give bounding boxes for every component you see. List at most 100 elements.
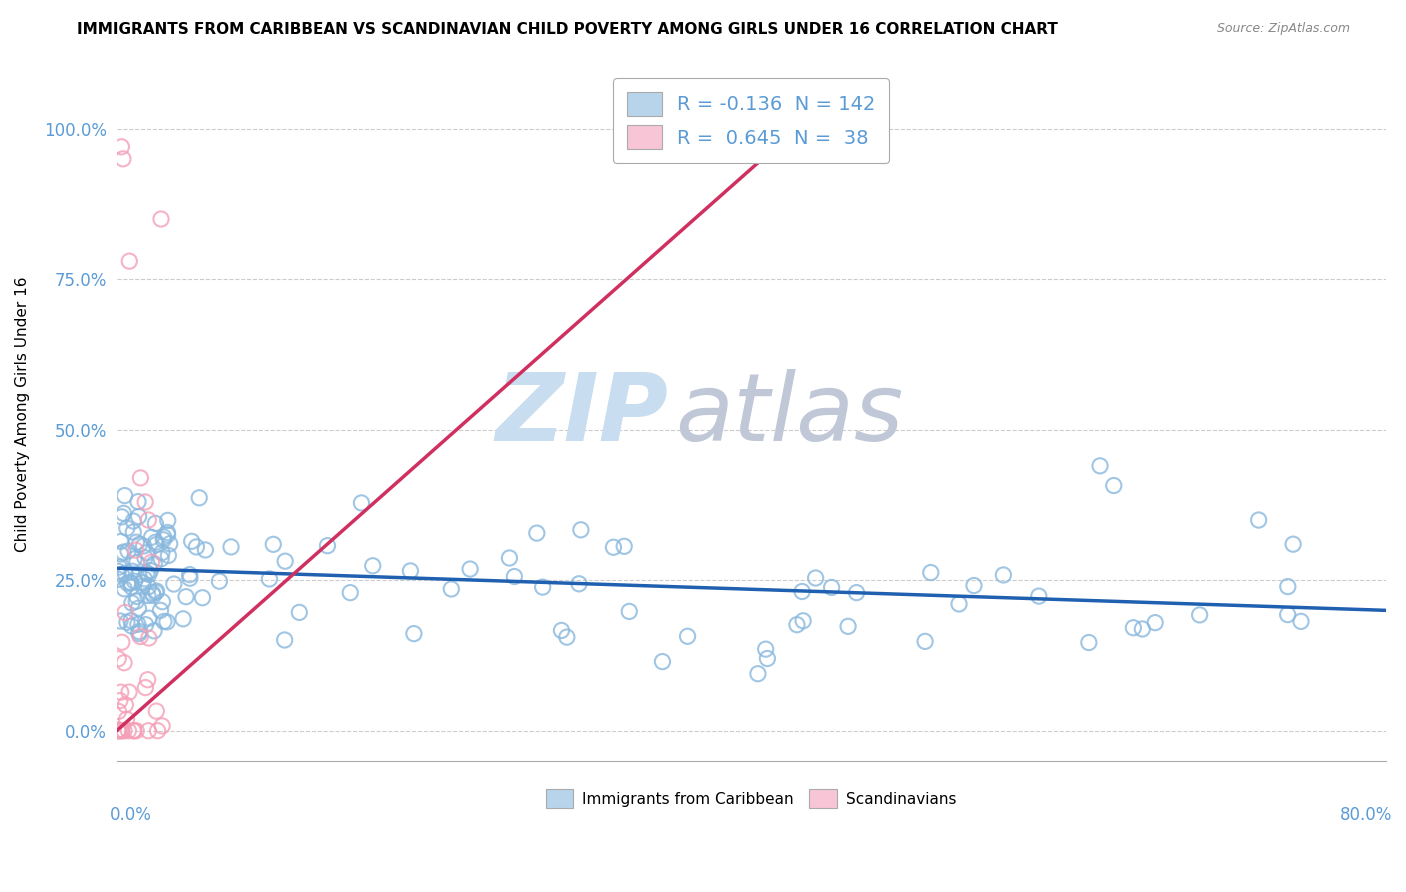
Point [531, 580, 554, 594]
Point [108, 614, 131, 628]
Point [1130, 622, 1153, 636]
Point [179, 571, 201, 585]
Point [149, 603, 172, 617]
Point [138, 631, 160, 645]
Point [498, 551, 520, 566]
Text: ZIP: ZIP [496, 368, 669, 460]
Text: atlas: atlas [675, 369, 903, 460]
Point [145, 584, 167, 599]
Point [568, 576, 591, 591]
Point [156, 615, 179, 629]
Point [1277, 580, 1299, 594]
Point [118, 575, 141, 590]
Point [555, 630, 578, 644]
Point [288, 606, 311, 620]
Point [120, 580, 142, 594]
Point [138, 580, 160, 594]
Point [114, 606, 136, 620]
Point [143, 624, 166, 638]
Point [613, 539, 636, 553]
Point [820, 581, 842, 595]
Point [163, 577, 186, 591]
Point [121, 596, 143, 610]
Point [1289, 615, 1312, 629]
Point [316, 539, 339, 553]
Text: 0.0%: 0.0% [110, 805, 152, 824]
Point [150, 551, 173, 566]
Point [141, 530, 163, 544]
Point [111, 635, 134, 649]
Point [1277, 607, 1299, 622]
Point [112, 545, 135, 559]
Point [117, 576, 139, 591]
Point [122, 723, 145, 738]
Point [111, 509, 134, 524]
Point [138, 611, 160, 625]
Point [122, 514, 145, 528]
Point [107, 565, 129, 579]
Point [755, 642, 778, 657]
Point [108, 723, 131, 738]
Point [118, 254, 141, 268]
Point [259, 572, 281, 586]
Point [188, 491, 211, 505]
Point [111, 723, 134, 738]
Point [792, 614, 814, 628]
Point [136, 723, 159, 738]
Point [569, 523, 592, 537]
Point [157, 549, 180, 563]
Point [145, 535, 167, 549]
Point [440, 582, 463, 596]
Point [117, 544, 139, 558]
Text: 80.0%: 80.0% [1340, 805, 1392, 824]
Point [458, 562, 481, 576]
Point [402, 626, 425, 640]
Point [108, 693, 131, 707]
Point [125, 535, 148, 549]
Point [1188, 607, 1211, 622]
Point [131, 575, 153, 590]
Text: IMMIGRANTS FROM CARIBBEAN VS SCANDINAVIAN CHILD POVERTY AMONG GIRLS UNDER 16 COR: IMMIGRANTS FROM CARIBBEAN VS SCANDINAVIA… [77, 22, 1059, 37]
Point [112, 506, 135, 520]
Point [963, 578, 986, 592]
Point [399, 564, 422, 578]
Point [118, 685, 141, 699]
Point [191, 591, 214, 605]
Point [503, 569, 526, 583]
Point [274, 554, 297, 568]
Point [125, 556, 148, 570]
Point [115, 521, 138, 535]
Point [139, 564, 162, 578]
Point [676, 629, 699, 643]
Y-axis label: Child Poverty Among Girls Under 16: Child Poverty Among Girls Under 16 [15, 277, 30, 552]
Point [262, 537, 284, 551]
Point [110, 547, 132, 561]
Point [145, 704, 167, 718]
Point [194, 543, 217, 558]
Point [993, 568, 1015, 582]
Point [602, 541, 624, 555]
Point [273, 632, 295, 647]
Point [156, 525, 179, 540]
Point [756, 651, 779, 665]
Point [120, 614, 142, 628]
Point [156, 513, 179, 527]
Point [122, 524, 145, 539]
Point [1102, 478, 1125, 492]
Point [129, 630, 152, 644]
Point [110, 567, 132, 582]
Point [112, 582, 135, 596]
Point [134, 681, 156, 695]
Point [1247, 513, 1270, 527]
Point [121, 619, 143, 633]
Point [145, 516, 167, 531]
Point [159, 537, 181, 551]
Point [837, 619, 859, 633]
Point [114, 698, 136, 712]
Point [142, 589, 165, 603]
Point [150, 212, 173, 227]
Point [115, 615, 138, 630]
Point [107, 652, 129, 666]
Point [135, 546, 157, 560]
Point [1122, 621, 1144, 635]
